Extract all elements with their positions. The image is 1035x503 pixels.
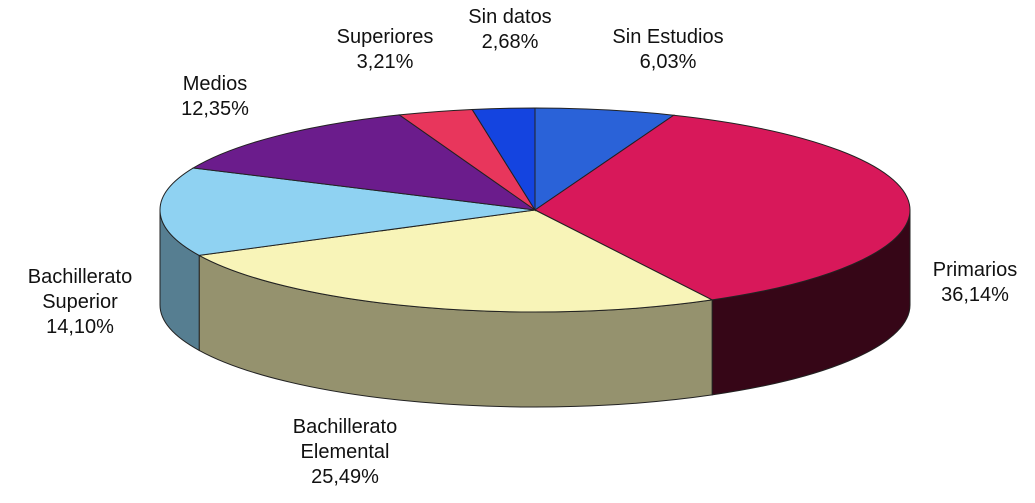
slice-label: Superiores 3,21% [315,25,455,75]
slice [471,107,536,212]
slice-value: 25,49% [311,466,379,488]
slice-label: Medios 12,35% [155,72,275,122]
slice-name: Sin datos [468,6,552,28]
slice-name: Bachillerato Elemental [292,416,398,463]
slice-value: 36,14% [941,284,1009,306]
slice [534,114,911,301]
slice-label: Bachillerato Elemental 25,49% [275,415,415,490]
slice-value: 14,10% [46,316,114,338]
slice-name: Superiores [336,26,434,48]
slice-name: Bachillerato Superior [27,266,133,313]
slice-value: 3,21% [356,51,414,73]
slice-label: Primarios 36,14% [915,258,1035,308]
slice-label: Sin datos 2,68% [450,5,570,55]
slice-name: Sin Estudios [612,26,724,48]
slice-label: Sin Estudios 6,03% [578,25,758,75]
slice-name: Primarios [932,259,1018,281]
slice-value: 2,68% [481,31,539,53]
slice-label: Bachillerato Superior 14,10% [5,265,155,340]
slice [159,167,536,256]
slice [534,107,676,211]
slice-value: 12,35% [181,98,249,120]
slice [191,114,536,211]
slice-value: 6,03% [639,51,697,73]
slice-name: Medios [182,73,248,95]
slice [197,209,714,313]
